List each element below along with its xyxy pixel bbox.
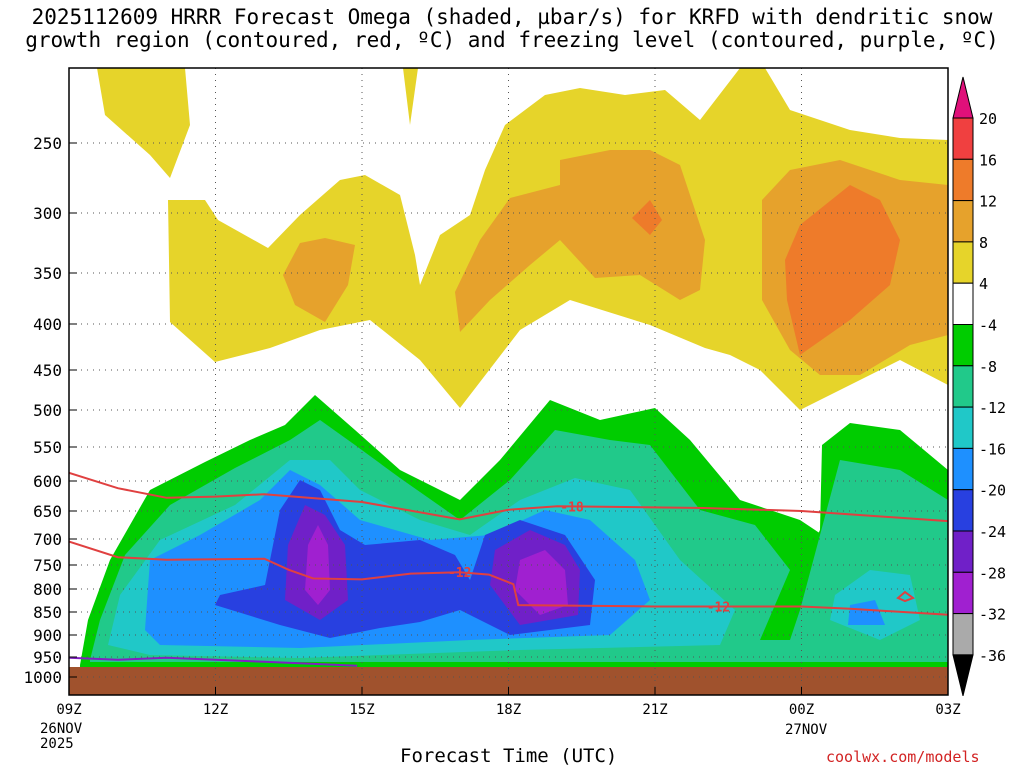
y-tick-label: 500 bbox=[33, 401, 62, 420]
colorbar-label: -16 bbox=[979, 440, 1006, 458]
x-tick-label: 09Z bbox=[56, 702, 81, 718]
y-tick-label: 1000 bbox=[23, 668, 62, 687]
y-tick-label: 550 bbox=[33, 438, 62, 457]
colorbar-bin bbox=[952, 200, 974, 243]
colorbar-bin bbox=[952, 158, 974, 202]
dgz-warm-contour-island bbox=[896, 590, 916, 603]
colorbar-bin bbox=[952, 447, 974, 491]
dgz-warm-contour-label: -12 bbox=[448, 566, 471, 581]
colorbar: 20 16 12 8 4 -4 -8 -12 -16 -20 -24 -28 -32 -36 bbox=[952, 76, 1006, 697]
colorbar-bin bbox=[952, 489, 974, 532]
y-tick-label: 400 bbox=[33, 315, 62, 334]
dgz-cold-contour-label: -18 bbox=[560, 500, 584, 515]
y-tick-label: 450 bbox=[33, 361, 62, 380]
colorbar-label: 20 bbox=[979, 110, 997, 128]
y-axis: 250 300 350 400 450 500 550 600 650 700 750 800 850 9… bbox=[23, 134, 77, 687]
x-tick-label: 15Z bbox=[349, 702, 374, 718]
omega-band-8-to-12 bbox=[283, 150, 948, 375]
dgz-cold-contour bbox=[69, 471, 948, 523]
y-tick-label: 300 bbox=[33, 204, 62, 223]
grid bbox=[69, 68, 948, 695]
colorbar-label: 16 bbox=[979, 151, 997, 169]
colorbar-label: 8 bbox=[979, 234, 988, 252]
date-label-day2: 27NOV bbox=[785, 722, 828, 738]
x-tick-label: 21Z bbox=[642, 702, 667, 718]
dgz-warm-contour bbox=[69, 540, 948, 616]
x-tick-label: 03Z bbox=[935, 702, 960, 718]
colorbar-bin bbox=[952, 117, 974, 160]
x-tick-label: 12Z bbox=[203, 702, 228, 718]
y-tick-label: 650 bbox=[33, 502, 62, 521]
y-tick-label: 800 bbox=[33, 580, 62, 599]
colorbar-bin bbox=[952, 530, 974, 573]
colorbar-label: -12 bbox=[979, 399, 1006, 417]
colorbar-label: -28 bbox=[979, 564, 1006, 582]
x-axis: 09Z 12Z 15Z 18Z 21Z 00Z 03Z bbox=[56, 687, 961, 718]
freezing-level-contour bbox=[69, 656, 358, 667]
colorbar-bin bbox=[952, 654, 974, 697]
chart-title: 2025112609 HRRR Forecast Omega (shaded, … bbox=[0, 6, 1024, 52]
title-line-1: 2025112609 HRRR Forecast Omega (shaded, … bbox=[31, 5, 993, 29]
x-axis-label: Forecast Time (UTC) bbox=[400, 745, 618, 767]
y-tick-label: 600 bbox=[33, 472, 62, 491]
colorbar-label: -36 bbox=[979, 647, 1006, 665]
y-tick-label: 700 bbox=[33, 530, 62, 549]
colorbar-bin bbox=[952, 365, 974, 408]
contours: -18 -12 -12 bbox=[69, 471, 948, 667]
colorbar-bin bbox=[952, 406, 974, 449]
y-tick-label: 750 bbox=[33, 556, 62, 575]
colorbar-label: -20 bbox=[979, 482, 1006, 500]
y-tick-label: 950 bbox=[33, 648, 62, 667]
omega-band--24-to--28 bbox=[285, 505, 580, 625]
x-tick-label: 18Z bbox=[496, 702, 521, 718]
colorbar-bin bbox=[952, 282, 974, 326]
colorbar-label: -4 bbox=[979, 317, 997, 335]
dgz-warm-contour-label: -12 bbox=[707, 600, 730, 615]
colorbar-label: -8 bbox=[979, 358, 997, 376]
colorbar-bin bbox=[952, 76, 974, 119]
omega-band-12-to-16 bbox=[632, 185, 900, 355]
colorbar-bin bbox=[952, 571, 974, 615]
x-tick-label: 00Z bbox=[789, 702, 814, 718]
y-tick-label: 250 bbox=[33, 134, 62, 153]
colorbar-label: -32 bbox=[979, 606, 1006, 624]
colorbar-bin bbox=[952, 241, 974, 284]
credit-link[interactable]: coolwx.com/models bbox=[826, 748, 980, 766]
date-label-day1-date: 26NOV bbox=[40, 721, 83, 737]
title-line-2: growth region (contoured, red, ºC) and f… bbox=[25, 28, 999, 52]
colorbar-label: 12 bbox=[979, 193, 997, 211]
colorbar-bin bbox=[952, 613, 974, 656]
y-tick-label: 350 bbox=[33, 264, 62, 283]
y-tick-label: 850 bbox=[33, 603, 62, 622]
date-label-day1-year: 2025 bbox=[40, 736, 74, 752]
colorbar-label: 4 bbox=[979, 275, 988, 293]
colorbar-label: -24 bbox=[979, 523, 1006, 541]
colorbar-bin bbox=[952, 324, 974, 367]
date-label-day1: 26NOV 2025 bbox=[40, 722, 82, 752]
y-tick-label: 900 bbox=[33, 626, 62, 645]
